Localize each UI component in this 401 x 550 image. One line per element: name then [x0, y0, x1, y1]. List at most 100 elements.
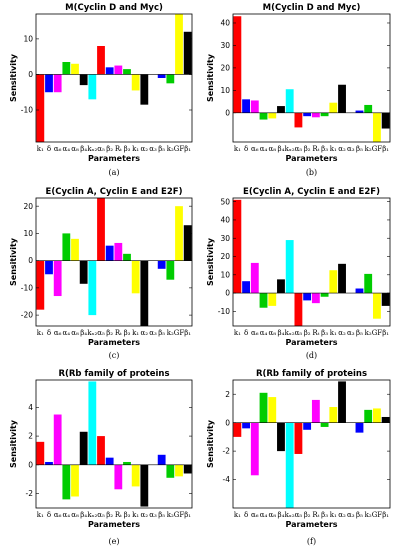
bar-17	[175, 464, 183, 477]
x-tick-label: GF	[372, 511, 383, 519]
bar-7	[88, 74, 97, 100]
bar-2	[45, 74, 53, 93]
bar-5	[268, 293, 277, 306]
x-tick-label: α₈	[268, 329, 276, 337]
x-tick-label: α₄	[63, 145, 71, 153]
x-tick-label: α₆	[54, 511, 62, 519]
bar-5	[71, 238, 79, 261]
x-axis-label: Parameters	[88, 154, 140, 163]
x-axis-label: Parameters	[285, 520, 337, 529]
x-tick-label: k₁	[234, 145, 241, 153]
bar-15	[355, 110, 364, 113]
x-tick-label: α₈	[71, 511, 79, 519]
bar-5	[268, 397, 277, 423]
x-tick-label: α₄	[63, 511, 71, 519]
y-tick-label: 10	[220, 270, 230, 279]
bar-10	[311, 293, 320, 304]
x-tick-label: k₂	[365, 329, 372, 337]
y-tick-label: 20	[23, 202, 33, 211]
bar-6	[277, 106, 285, 113]
x-tick-label: α₅	[295, 511, 303, 519]
y-axis-label: Sensitivity	[9, 419, 18, 468]
y-tick-label: 0	[28, 256, 33, 265]
y-tick-label: 40	[220, 19, 230, 28]
x-tick-label: δ	[244, 145, 248, 153]
y-tick-label: -10	[218, 307, 230, 316]
x-tick-label: δ	[47, 511, 51, 519]
x-tick-label: kₓ₂	[285, 329, 295, 337]
y-tick-label: -10	[21, 106, 33, 115]
chart-title: E(Cyclin A, Cyclin E and E2F)	[46, 187, 183, 197]
y-tick-label: 0	[28, 460, 33, 469]
x-tick-label: β₂	[106, 145, 113, 153]
bar-1	[233, 422, 242, 437]
x-tick-label: k₁	[132, 145, 139, 153]
bar-9	[105, 457, 114, 465]
bar-5	[71, 63, 79, 75]
x-tick-label: α₃	[347, 511, 355, 519]
bar-2	[242, 99, 251, 113]
x-tick-label: β₄	[80, 511, 87, 519]
bar-10	[311, 399, 320, 423]
x-tick-label: α₈	[268, 145, 276, 153]
bar-11	[123, 69, 131, 75]
bar-2	[242, 281, 251, 294]
bar-12	[329, 102, 338, 113]
x-tick-label: β₃	[124, 329, 131, 337]
bar-4	[259, 112, 268, 120]
x-tick-label: α₆	[54, 329, 62, 337]
bar-1	[233, 16, 242, 113]
chart-title: E(Cyclin A, Cyclin E and E2F)	[243, 187, 380, 197]
x-tick-label: α₂	[338, 511, 346, 519]
x-tick-label: α₆	[251, 511, 259, 519]
bar-16	[364, 409, 373, 423]
x-tick-label: β₅	[356, 329, 363, 337]
x-tick-label: δ	[244, 511, 248, 519]
plot-frame	[35, 197, 193, 327]
bar-5	[71, 464, 79, 497]
x-tick-label: β₁	[184, 145, 191, 153]
x-tick-label: β₅	[356, 511, 363, 519]
x-tick-label: k₁	[37, 329, 44, 337]
y-tick-label: 50	[220, 197, 230, 206]
x-tick-label: β₃	[124, 511, 131, 519]
plot-frame	[232, 197, 391, 327]
x-tick-label: α₃	[347, 145, 355, 153]
x-tick-label: k₂	[365, 145, 372, 153]
bar-18	[381, 416, 390, 423]
x-tick-label: α₆	[54, 145, 62, 153]
bar-7	[88, 381, 97, 465]
bar-8	[294, 422, 303, 454]
x-tick-label: kₓ₂	[285, 145, 295, 153]
x-tick-label: α₃	[149, 511, 157, 519]
x-tick-label: α₅	[97, 329, 105, 337]
y-tick-label: 0	[225, 289, 230, 298]
bar-9	[303, 422, 312, 430]
bar-13	[140, 260, 149, 326]
bar-3	[53, 260, 62, 297]
bar-17	[175, 14, 183, 75]
x-tick-label: β₄	[278, 329, 285, 337]
x-tick-label: β₂	[304, 511, 311, 519]
x-tick-label: α₂	[141, 329, 149, 337]
bar-18	[183, 225, 192, 261]
x-tick-label: α₃	[347, 329, 355, 337]
x-tick-label: α₅	[295, 145, 303, 153]
bar-9	[303, 112, 312, 117]
y-tick-label: 2	[225, 390, 230, 399]
bar-11	[320, 112, 329, 117]
x-tick-label: Rₜ	[115, 145, 122, 153]
bar-18	[381, 293, 390, 306]
bar-16	[364, 104, 373, 113]
x-tick-label: GF	[372, 329, 383, 337]
x-tick-label: α₅	[97, 145, 105, 153]
y-tick-label: 40	[220, 216, 230, 225]
y-tick-label: 10	[220, 86, 230, 95]
bar-9	[105, 245, 114, 261]
x-tick-label: α₄	[260, 329, 268, 337]
bar-1	[233, 199, 242, 294]
